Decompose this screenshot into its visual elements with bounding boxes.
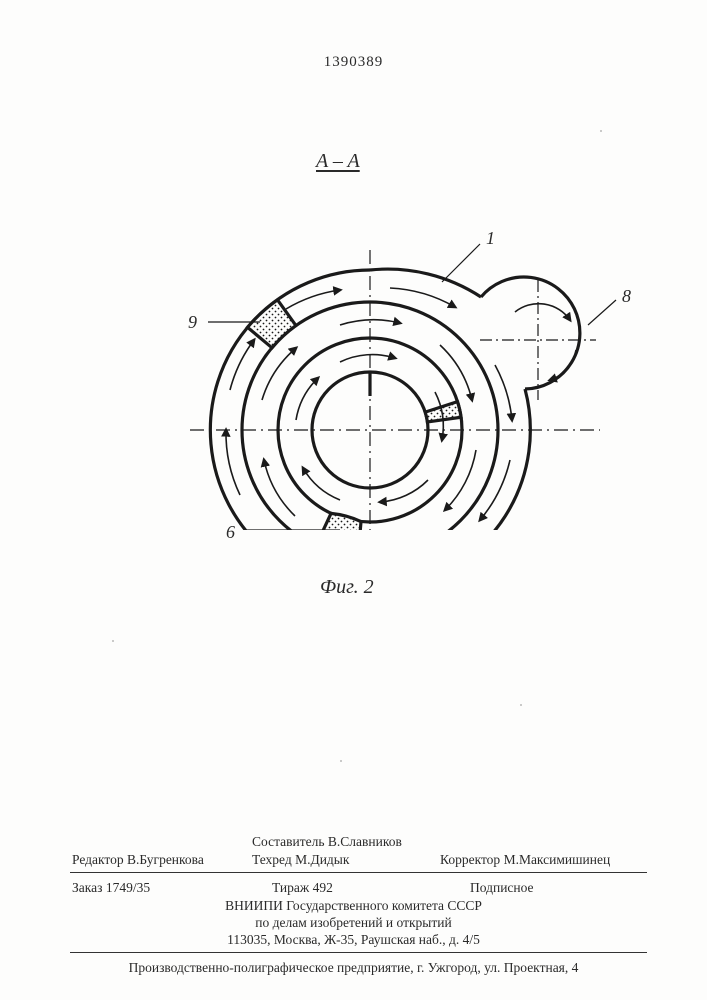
credits-compiler: Составитель В.Славников [252,834,402,851]
credits-techred: Техред М.Дидык [252,852,349,868]
callout-6: 6 [226,522,235,543]
callout-8: 8 [622,286,631,307]
techred-label: Техред [252,852,292,867]
publisher-line3: 113035, Москва, Ж-35, Раушская наб., д. … [0,932,707,949]
corrector-name: М.Максимишинец [504,852,611,867]
patent-page: { "document": { "number": "1390389" }, "… [0,0,707,1000]
editor-name: В.Бугренкова [127,852,204,867]
compiler-label: Составитель [252,834,325,849]
printer-line: Производственно-полиграфическое предприя… [0,960,707,976]
credits-corrector: Корректор М.Максимишинец [440,852,610,868]
print-run-block: Тираж 492 [272,880,333,896]
editor-label: Редактор [72,852,124,867]
partition-block-6 [316,513,361,530]
callout-9: 9 [188,312,197,333]
print-run-label: Тираж [272,880,309,895]
credits-editor: Редактор В.Бугренкова [72,852,204,868]
publisher-block: ВНИИПИ Государственного комитета СССР по… [0,898,707,949]
order-block: Заказ 1749/35 [72,880,150,896]
callout-1: 1 [486,228,495,249]
order-label: Заказ [72,880,102,895]
corrector-label: Корректор [440,852,500,867]
publisher-line1: ВНИИПИ Государственного комитета СССР [0,898,707,915]
document-number: 1390389 [0,54,707,71]
divider-1 [70,872,647,873]
compiler-name: В.Славников [328,834,402,849]
figure-caption: Фиг. 2 [320,576,374,599]
print-run-value: 492 [313,880,333,895]
techred-name: М.Дидык [295,852,349,867]
figure-diagram [40,100,640,530]
order-value: 1749/35 [106,880,150,895]
subscription-label: Подписное [470,880,534,896]
publisher-line2: по делам изобретений и открытий [0,915,707,932]
divider-2 [70,952,647,953]
